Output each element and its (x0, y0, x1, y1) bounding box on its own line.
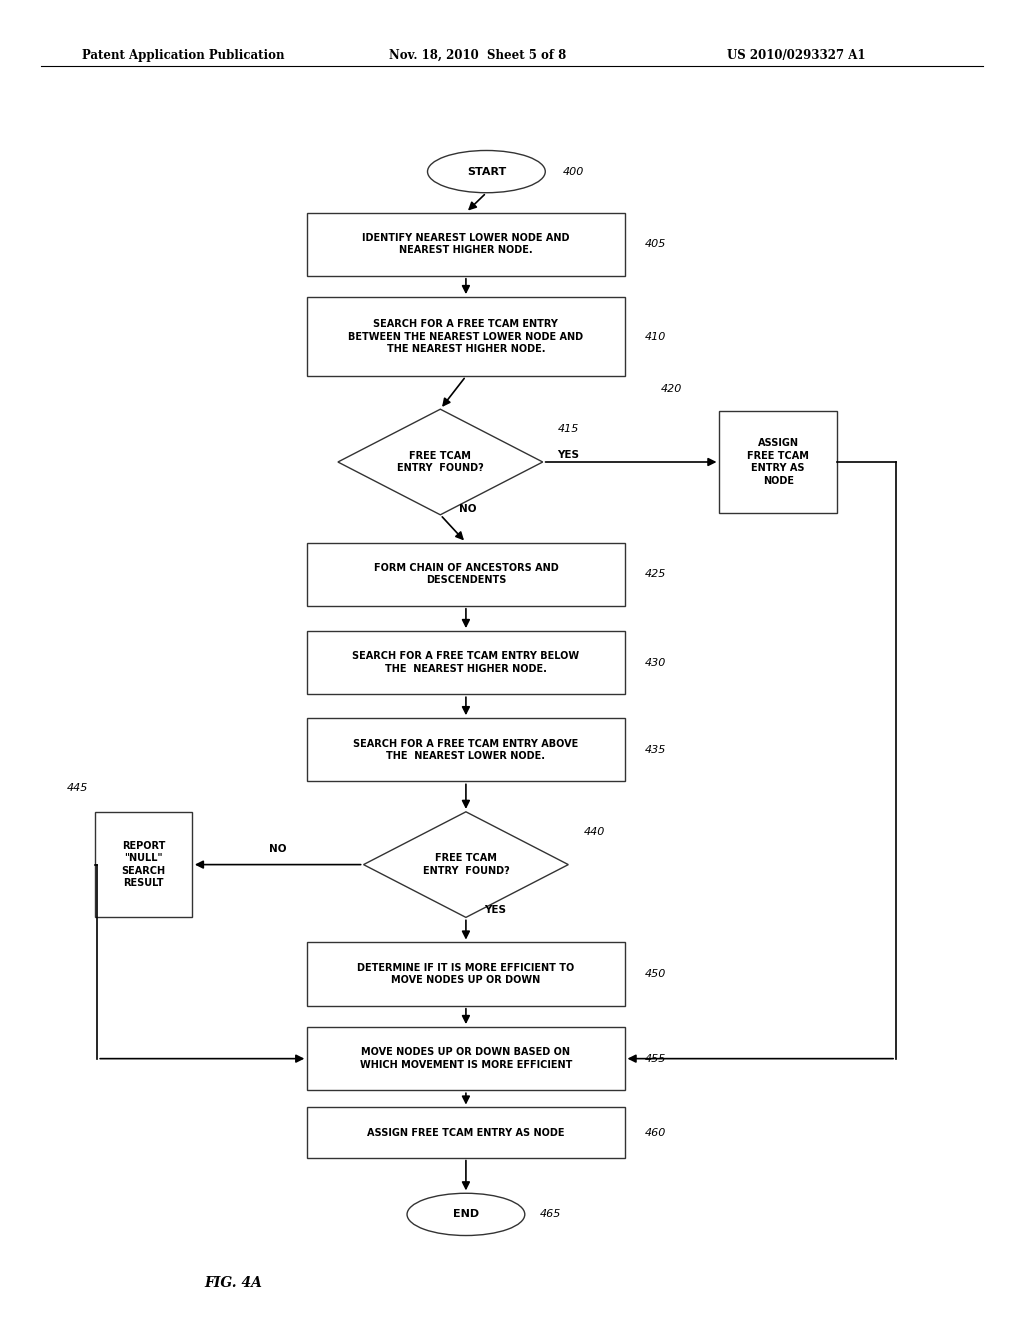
Text: YES: YES (484, 906, 506, 915)
Text: FIG. 4A: FIG. 4A (205, 1276, 263, 1290)
Text: US 2010/0293327 A1: US 2010/0293327 A1 (727, 49, 865, 62)
Text: 405: 405 (645, 239, 667, 249)
Text: 455: 455 (645, 1053, 667, 1064)
Text: 460: 460 (645, 1127, 667, 1138)
Text: ASSIGN FREE TCAM ENTRY AS NODE: ASSIGN FREE TCAM ENTRY AS NODE (368, 1127, 564, 1138)
Text: 410: 410 (645, 331, 667, 342)
Text: DETERMINE IF IT IS MORE EFFICIENT TO
MOVE NODES UP OR DOWN: DETERMINE IF IT IS MORE EFFICIENT TO MOV… (357, 964, 574, 985)
Text: REPORT
"NULL"
SEARCH
RESULT: REPORT "NULL" SEARCH RESULT (121, 841, 166, 888)
Text: SEARCH FOR A FREE TCAM ENTRY BELOW
THE  NEAREST HIGHER NODE.: SEARCH FOR A FREE TCAM ENTRY BELOW THE N… (352, 652, 580, 673)
FancyBboxPatch shape (307, 942, 625, 1006)
Text: SEARCH FOR A FREE TCAM ENTRY ABOVE
THE  NEAREST LOWER NODE.: SEARCH FOR A FREE TCAM ENTRY ABOVE THE N… (353, 739, 579, 760)
FancyBboxPatch shape (95, 812, 193, 917)
FancyBboxPatch shape (307, 297, 625, 376)
Text: FREE TCAM
ENTRY  FOUND?: FREE TCAM ENTRY FOUND? (423, 854, 509, 875)
Text: NO: NO (459, 504, 476, 513)
FancyBboxPatch shape (307, 543, 625, 606)
FancyBboxPatch shape (307, 718, 625, 781)
Text: 465: 465 (540, 1209, 561, 1220)
Text: FORM CHAIN OF ANCESTORS AND
DESCENDENTS: FORM CHAIN OF ANCESTORS AND DESCENDENTS (374, 564, 558, 585)
FancyBboxPatch shape (307, 1107, 625, 1158)
Text: Nov. 18, 2010  Sheet 5 of 8: Nov. 18, 2010 Sheet 5 of 8 (389, 49, 566, 62)
Text: YES: YES (557, 450, 580, 461)
FancyBboxPatch shape (307, 213, 625, 276)
Text: SEARCH FOR A FREE TCAM ENTRY
BETWEEN THE NEAREST LOWER NODE AND
THE NEAREST HIGH: SEARCH FOR A FREE TCAM ENTRY BETWEEN THE… (348, 319, 584, 354)
Text: 435: 435 (645, 744, 667, 755)
FancyBboxPatch shape (307, 631, 625, 694)
Text: Patent Application Publication: Patent Application Publication (82, 49, 285, 62)
Text: START: START (467, 166, 506, 177)
Text: NO: NO (269, 843, 287, 854)
Polygon shape (364, 812, 568, 917)
Text: 450: 450 (645, 969, 667, 979)
Text: 425: 425 (645, 569, 667, 579)
FancyBboxPatch shape (719, 411, 838, 513)
Text: END: END (453, 1209, 479, 1220)
Text: IDENTIFY NEAREST LOWER NODE AND
NEAREST HIGHER NODE.: IDENTIFY NEAREST LOWER NODE AND NEAREST … (362, 234, 569, 255)
Text: FREE TCAM
ENTRY  FOUND?: FREE TCAM ENTRY FOUND? (397, 451, 483, 473)
Text: 430: 430 (645, 657, 667, 668)
Text: 400: 400 (563, 166, 585, 177)
Ellipse shape (408, 1193, 525, 1236)
Text: ASSIGN
FREE TCAM
ENTRY AS
NODE: ASSIGN FREE TCAM ENTRY AS NODE (748, 438, 809, 486)
Text: 445: 445 (67, 783, 88, 793)
Text: 415: 415 (558, 424, 580, 434)
Ellipse shape (428, 150, 545, 193)
FancyBboxPatch shape (307, 1027, 625, 1090)
Text: 440: 440 (584, 826, 605, 837)
Text: MOVE NODES UP OR DOWN BASED ON
WHICH MOVEMENT IS MORE EFFICIENT: MOVE NODES UP OR DOWN BASED ON WHICH MOV… (359, 1048, 572, 1069)
Polygon shape (338, 409, 543, 515)
Text: 420: 420 (660, 384, 682, 395)
